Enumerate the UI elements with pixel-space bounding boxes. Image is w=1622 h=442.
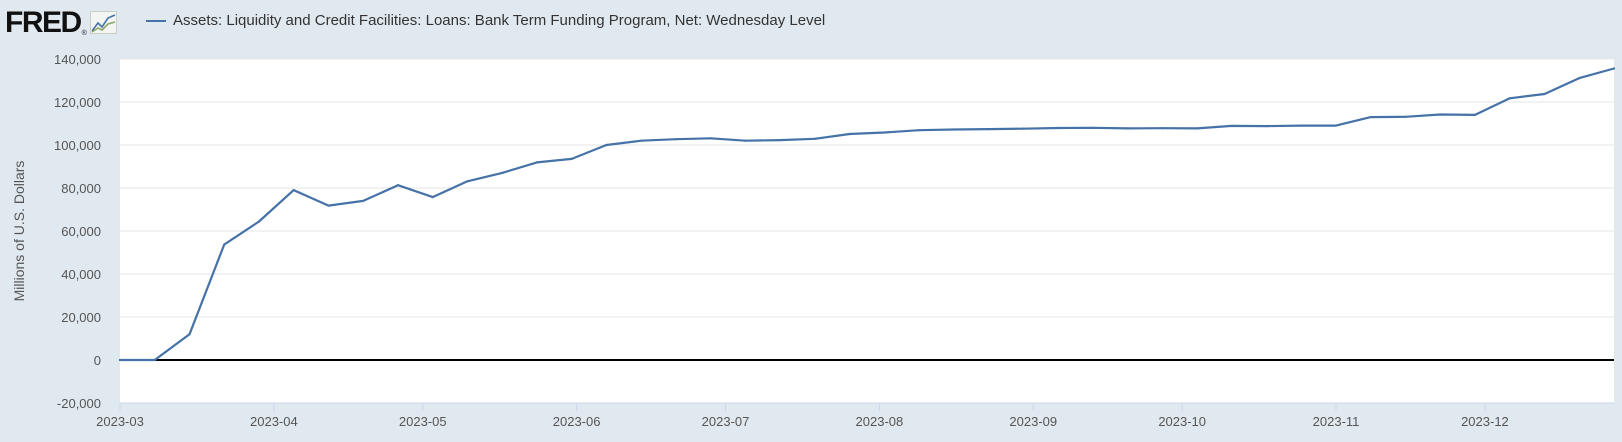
x-tick-label: 2023-07 (702, 414, 750, 429)
series-line (118, 67, 1616, 362)
data-point (118, 358, 122, 362)
y-tick-label: -20,000 (57, 396, 101, 411)
data-point (188, 333, 191, 336)
y-tick-label: 60,000 (61, 224, 101, 239)
data-point (918, 129, 921, 132)
x-tick-label: 2023-12 (1461, 414, 1509, 429)
y-tick-label: 40,000 (61, 267, 101, 282)
data-point (223, 243, 226, 246)
data-point (431, 195, 434, 199)
data-point (153, 358, 156, 362)
data-point (257, 220, 261, 223)
chart-header: FRED ® Assets: Liquidity and Credit Faci… (0, 0, 1622, 46)
data-point (1195, 127, 1199, 130)
data-point (883, 131, 886, 134)
data-point (1161, 127, 1164, 130)
data-point (1126, 127, 1129, 130)
x-tick-label: 2023-03 (96, 414, 144, 429)
data-point (674, 138, 678, 141)
data-point (1022, 127, 1025, 130)
data-point (640, 139, 643, 142)
data-point (709, 137, 712, 140)
data-point (605, 143, 608, 147)
data-point (396, 184, 400, 187)
data-point (1439, 113, 1442, 116)
series-group (118, 67, 1616, 362)
x-tick-label: 2023-10 (1158, 414, 1206, 429)
data-point (1612, 67, 1616, 70)
data-point (1578, 77, 1581, 80)
data-point (1265, 124, 1268, 128)
y-axis: -20,000 0 20,000 40,000 60,000 80,000 100,000 1… (54, 52, 101, 411)
data-point (1508, 97, 1511, 100)
data-point (327, 204, 330, 207)
y-tick-label: 80,000 (61, 181, 101, 196)
x-tick-label: 2023-08 (856, 414, 904, 429)
data-point (744, 139, 747, 142)
legend-label: Assets: Liquidity and Credit Facilities:… (173, 12, 826, 29)
data-point (1404, 115, 1407, 118)
data-point (362, 199, 365, 203)
x-tick-label: 2023-11 (1313, 414, 1360, 429)
data-point (1334, 124, 1338, 127)
fred-chart-icon (89, 11, 117, 39)
y-axis-label: Millions of U.S. Dollars (11, 161, 27, 302)
x-tick-label: 2023-05 (399, 414, 447, 429)
data-point (1300, 124, 1303, 127)
data-point (987, 127, 990, 131)
data-point (535, 161, 539, 164)
x-axis: 2023-03 2023-04 2023-05 2023-06 2023-07 2023-… (96, 402, 1614, 429)
data-point (1230, 124, 1233, 127)
y-tick-label: 120,000 (54, 95, 101, 110)
fred-logo[interactable]: FRED ® (5, 6, 117, 40)
data-point (813, 137, 816, 140)
x-tick-label: 2023-09 (1009, 414, 1057, 429)
legend-swatch (146, 19, 166, 22)
data-point (1091, 126, 1094, 129)
data-point (570, 157, 573, 160)
data-point (1369, 115, 1372, 119)
x-tick-label: 2023-06 (553, 414, 601, 429)
data-point (1056, 126, 1060, 130)
y-tick-label: 0 (94, 353, 101, 368)
data-point (952, 128, 955, 131)
y-tick-label: 20,000 (61, 310, 101, 325)
data-point (779, 138, 782, 142)
x-tick-label: 2023-04 (250, 414, 298, 429)
registered-mark: ® (81, 30, 87, 37)
chart-legend[interactable]: Assets: Liquidity and Credit Facilities:… (146, 12, 825, 29)
data-point (501, 171, 504, 175)
data-point (848, 132, 851, 136)
y-tick-label: 100,000 (54, 138, 101, 153)
data-point (1543, 92, 1546, 96)
y-tick-label: 140,000 (54, 52, 101, 67)
data-point (466, 180, 469, 183)
data-point (1473, 113, 1477, 116)
data-point (292, 189, 295, 192)
fred-logo-text: FRED (5, 6, 82, 39)
